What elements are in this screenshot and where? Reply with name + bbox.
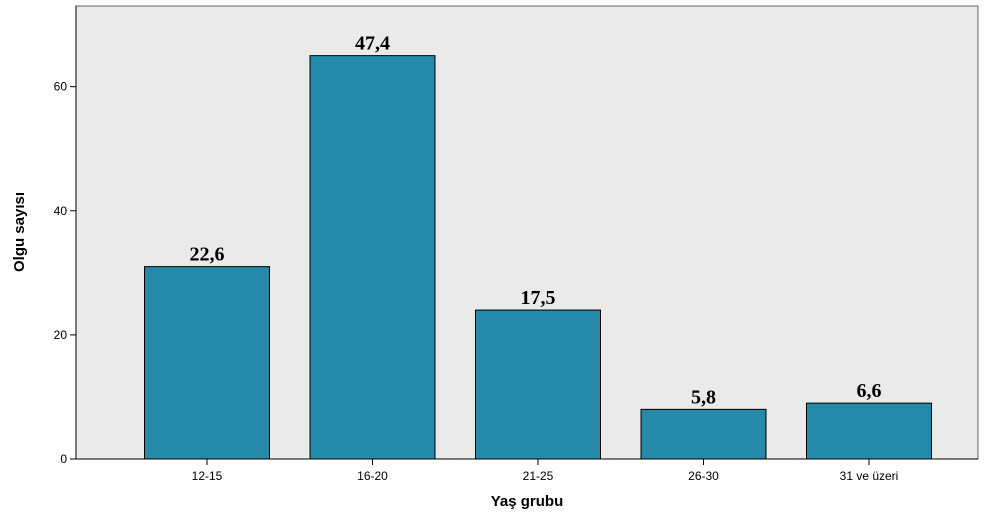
bar-31-ve-üzeri bbox=[806, 402, 932, 460]
y-axis-title: Olgu sayısı bbox=[11, 192, 28, 272]
y-tick-label: 0 bbox=[60, 452, 67, 466]
bar-21-25 bbox=[475, 309, 601, 460]
x-axis-title: Yaş grubu bbox=[491, 493, 564, 510]
y-axis: 0 20 40 60 bbox=[54, 6, 77, 466]
bar-data-label: 17,5 bbox=[521, 287, 556, 309]
x-tick-label: 16-20 bbox=[357, 469, 388, 483]
x-tick-label: 26-30 bbox=[688, 469, 719, 483]
x-axis: 12-15 16-20 21-25 26-30 31 ve üzeri bbox=[76, 458, 978, 483]
x-tick-label: 21-25 bbox=[523, 469, 554, 483]
bar-data-label: 47,4 bbox=[355, 33, 390, 55]
bar-26-30 bbox=[640, 408, 767, 460]
bar-data-label: 22,6 bbox=[190, 244, 225, 266]
bar-data-label: 6,6 bbox=[857, 380, 882, 402]
bars-group: 22,6 47,4 17,5 5,8 6,6 bbox=[144, 33, 932, 460]
y-tick-label: 40 bbox=[54, 204, 68, 218]
bar-12-15 bbox=[144, 266, 270, 460]
y-tick-label: 60 bbox=[54, 80, 68, 94]
x-tick-label: 12-15 bbox=[192, 469, 223, 483]
bar-data-label: 5,8 bbox=[691, 386, 716, 408]
y-tick-label: 20 bbox=[54, 328, 68, 342]
bar-16-20 bbox=[309, 55, 436, 460]
x-tick-label: 31 ve üzeri bbox=[840, 469, 899, 483]
